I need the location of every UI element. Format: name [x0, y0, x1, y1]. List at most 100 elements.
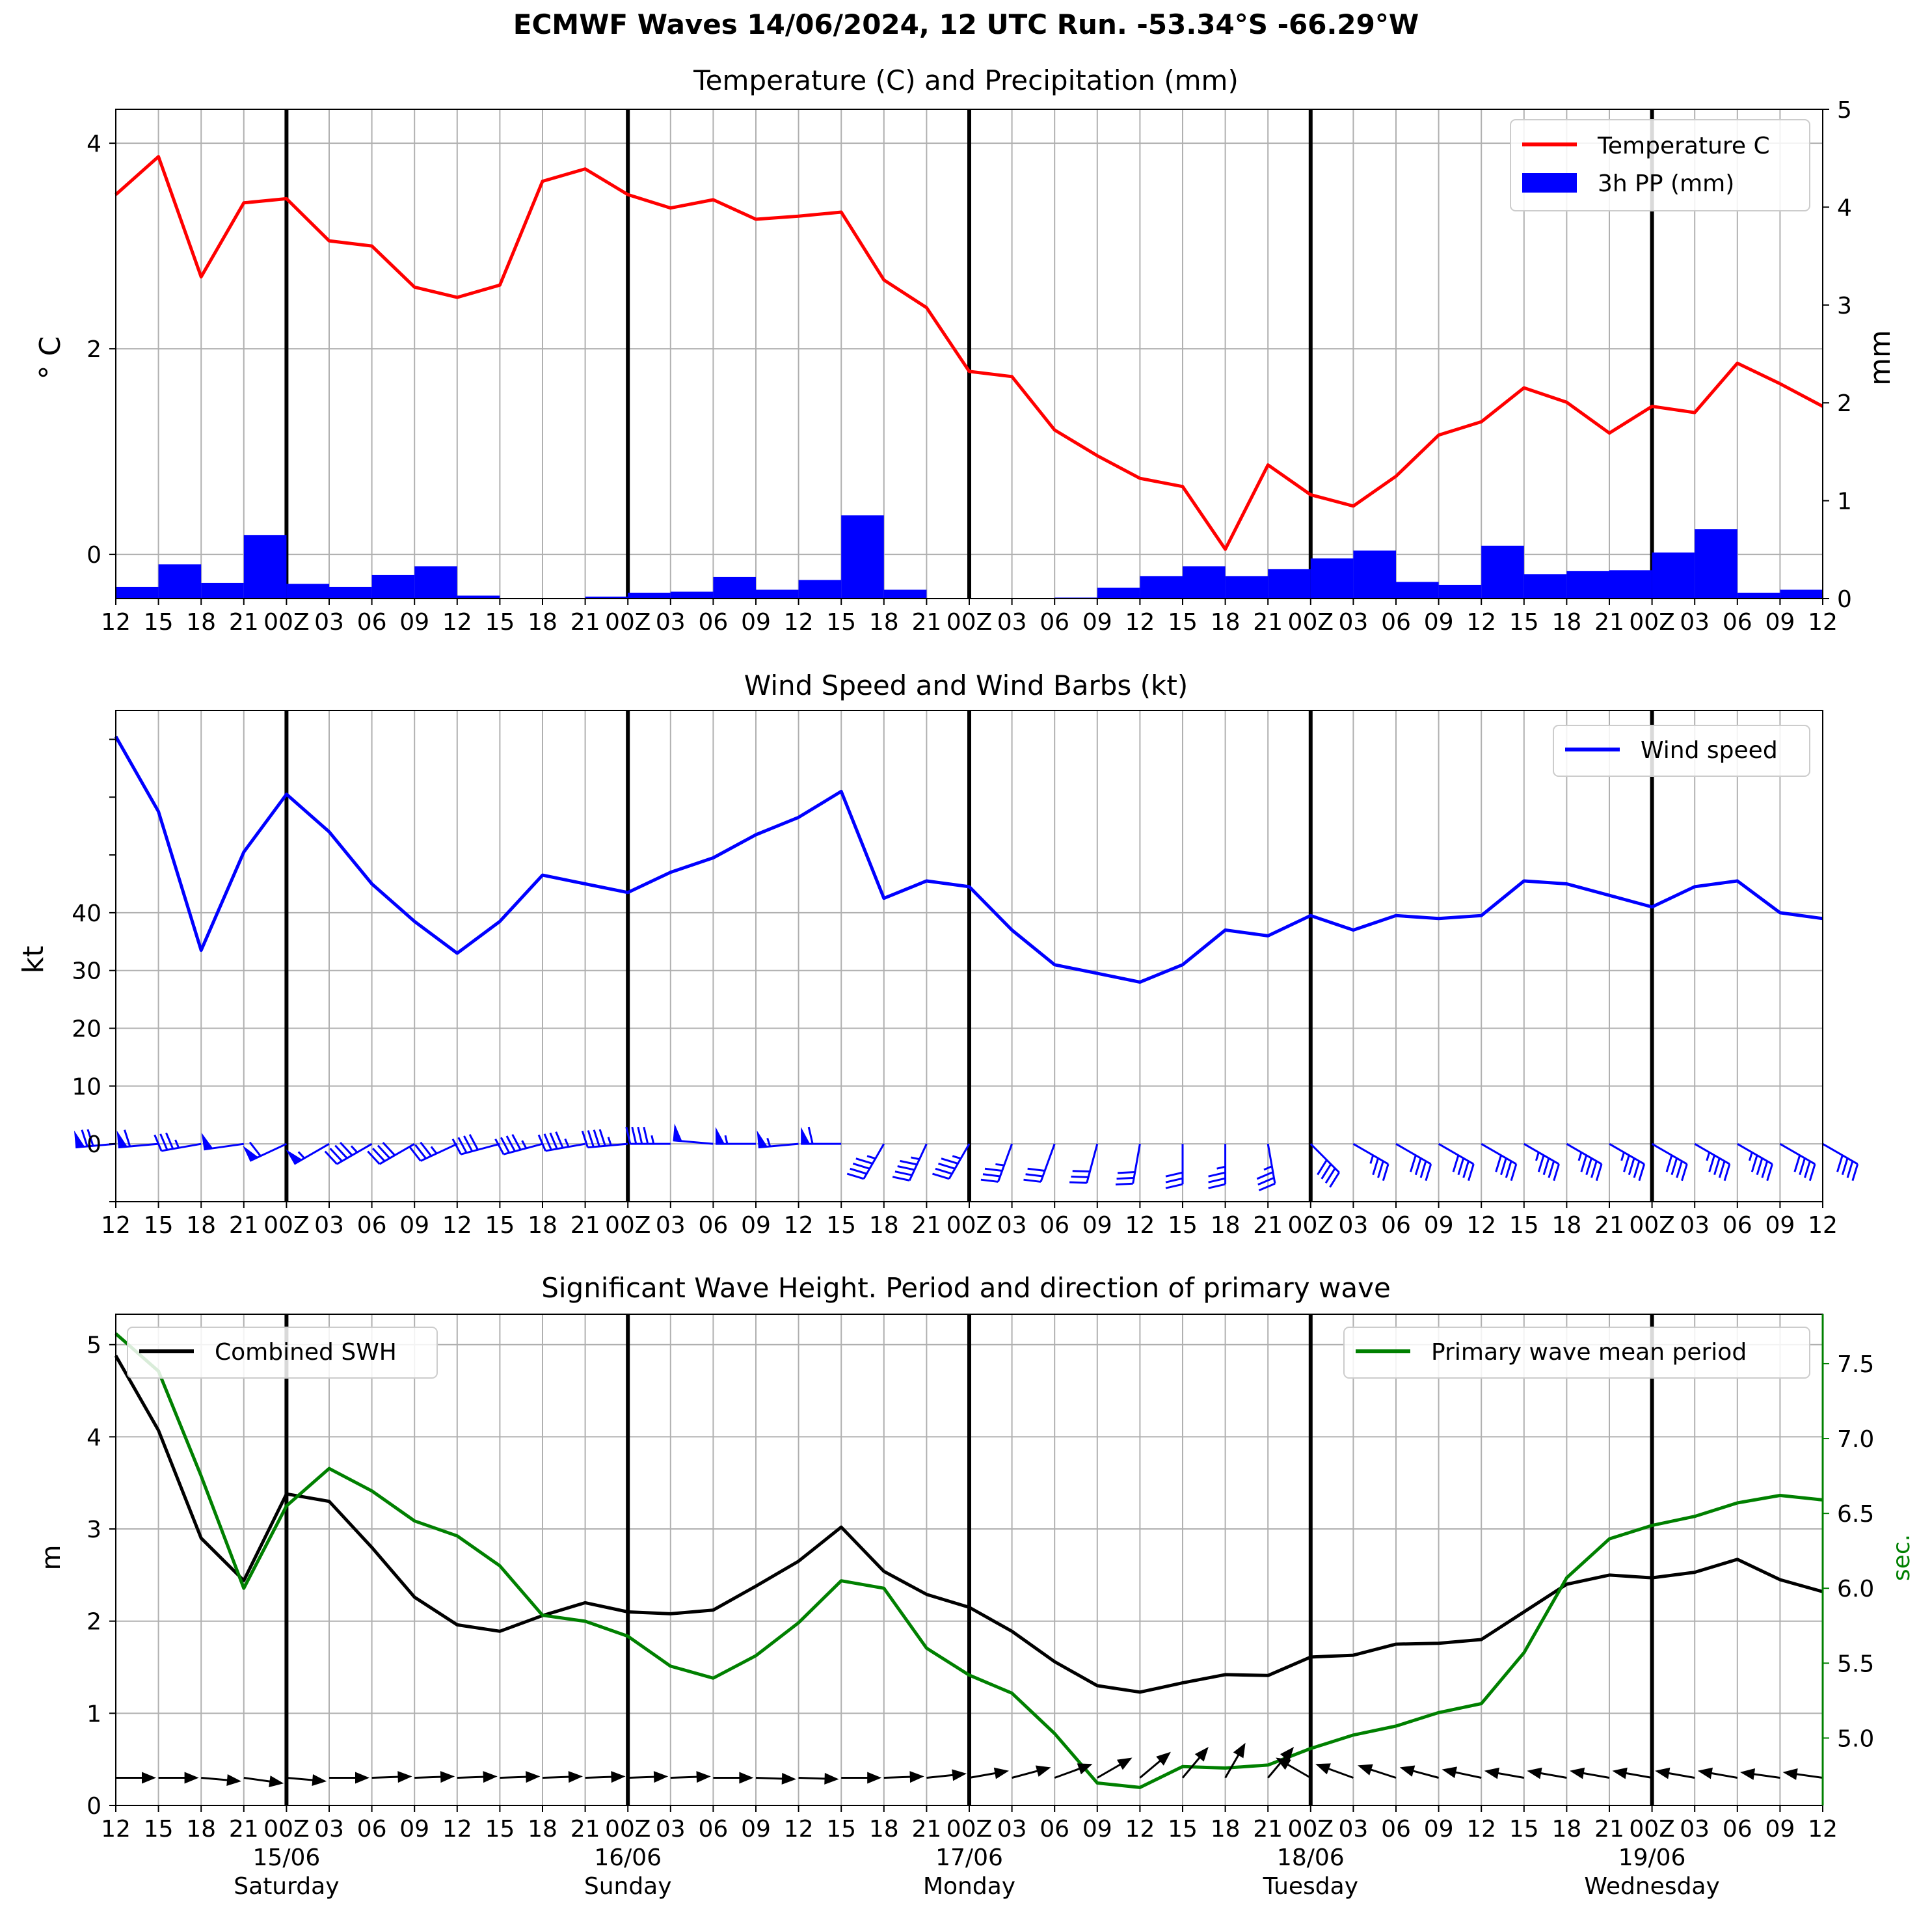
- wave-direction-arrow: [1358, 1764, 1397, 1779]
- legend-precip-label: 3h PP (mm): [1598, 170, 1734, 197]
- wave-direction-arrow: [1012, 1765, 1051, 1779]
- wave-direction-arrow: [1527, 1767, 1567, 1779]
- x-tick-label: 15: [485, 1816, 515, 1843]
- wind-barb-feather: [1766, 1163, 1773, 1182]
- wave-arrow-shaft: [1793, 1772, 1823, 1779]
- precip-bar: [371, 574, 415, 599]
- wind-barb-feather: [1377, 1161, 1384, 1178]
- x-tick-label: 00Z: [605, 609, 651, 636]
- x-tick-label: 21: [911, 1816, 941, 1843]
- x-tick-label: 18: [869, 609, 899, 636]
- y-tick-label-right: 1: [1837, 489, 1852, 515]
- wind-barb-half-feather: [866, 1155, 876, 1160]
- x-tick-label: 06: [1040, 1816, 1069, 1843]
- wave-direction-arrow: [1484, 1767, 1525, 1779]
- wind-barb: [801, 1126, 842, 1145]
- x-tick-label: 03: [656, 1212, 686, 1239]
- x-tick-label: 03: [997, 1816, 1027, 1843]
- wind-barb-shaft: [1523, 1142, 1560, 1165]
- wave-direction-arrow: [1442, 1766, 1482, 1779]
- wind-barb-half-feather: [430, 1146, 438, 1154]
- wind-barb: [494, 1133, 543, 1155]
- wave-direction-arrow: [1054, 1763, 1093, 1779]
- wind-barb-shaft: [997, 1143, 1013, 1182]
- x-tick-label: 15: [1168, 1816, 1198, 1843]
- wind-barb-half-feather: [1535, 1152, 1540, 1161]
- wind-barb-shaft: [420, 1142, 458, 1162]
- wave-arrow-head: [1484, 1767, 1499, 1779]
- wave-arrow-shaft: [798, 1777, 829, 1780]
- wind-barb-feather: [1595, 1163, 1603, 1182]
- wave-arrow-head: [1194, 1747, 1209, 1762]
- precip-bar: [1140, 576, 1183, 599]
- x-tick-label: 15: [144, 609, 174, 636]
- x-tick-label: 09: [1765, 1816, 1795, 1843]
- precip-bar: [798, 580, 842, 599]
- x-tick-label: 03: [1680, 609, 1710, 636]
- wind-barb-feather: [1410, 1155, 1417, 1172]
- wind-barb-feather: [457, 1137, 468, 1154]
- wind-barb-feather: [1072, 1170, 1090, 1173]
- wind-barb: [1566, 1142, 1603, 1182]
- wind-barb-feather: [892, 1176, 910, 1182]
- x-tick-label: 00Z: [946, 1816, 992, 1843]
- wave-arrow-head: [568, 1771, 583, 1783]
- swh-y-ticks: 0 1 2 3 4 5: [87, 1332, 116, 1820]
- wind-barb-feather: [1553, 1163, 1560, 1182]
- x-tick-label: 18: [869, 1212, 899, 1239]
- wind-barb: [1609, 1142, 1646, 1182]
- y-tick-label-right: 6.0: [1837, 1576, 1874, 1602]
- x-tick-label: 21: [1594, 1212, 1624, 1239]
- wind-barb-shaft: [336, 1142, 373, 1165]
- wind-barb: [1395, 1142, 1432, 1182]
- x-tick-label: 12: [101, 609, 131, 636]
- x-tick-label: 18: [1211, 1212, 1241, 1239]
- wind-barb-feather: [1580, 1155, 1588, 1172]
- wind-barb-feather: [846, 1172, 865, 1180]
- wind-barb-feather: [1495, 1155, 1502, 1172]
- wind-barb-shaft: [1566, 1142, 1602, 1165]
- x-tick-label: 09: [1082, 1816, 1112, 1843]
- wave-arrow-head: [867, 1772, 882, 1784]
- wind-barb-feather: [1548, 1161, 1555, 1178]
- wave-direction-arrow: [329, 1772, 369, 1784]
- x-tick-label: 09: [1424, 1212, 1454, 1239]
- wave-arrow-head: [611, 1771, 626, 1783]
- precip-bars: [116, 515, 1823, 599]
- y-tick-label-right: 5.5: [1837, 1651, 1874, 1677]
- wind-barb-feather: [1329, 1172, 1340, 1188]
- wave-direction-arrow: [798, 1772, 839, 1785]
- wind-barb-feather: [463, 1135, 474, 1152]
- x-tick-label: 03: [1680, 1212, 1710, 1239]
- x-tick-label: 03: [314, 1816, 344, 1843]
- wave-arrow-head: [909, 1771, 924, 1783]
- x-tick-label: 21: [1253, 1816, 1283, 1843]
- legend-temperature-label: Temperature C: [1597, 133, 1770, 159]
- x-tick-label: 12: [442, 1212, 472, 1239]
- wave-arrow-head: [952, 1769, 967, 1781]
- wind-barb-feather: [382, 1142, 396, 1156]
- wind-barb-feather: [1452, 1155, 1460, 1172]
- precip-bar: [585, 596, 628, 599]
- wave-panel: Significant Wave Height. Period and dire…: [36, 1272, 1915, 1900]
- wave-arrow-shaft: [542, 1776, 573, 1779]
- precip-bar: [1268, 569, 1311, 599]
- wind-barb-feather: [409, 1146, 422, 1162]
- wind-barb-feather: [1419, 1161, 1427, 1178]
- wind-barb-half-feather: [651, 1135, 655, 1144]
- precip-bar: [1737, 592, 1780, 599]
- wave-arrow-shaft: [755, 1777, 786, 1780]
- y-tick-label-right: 7.0: [1837, 1426, 1874, 1453]
- wind-barb-flag: [116, 1130, 127, 1148]
- swh-legend: Combined SWH: [127, 1327, 438, 1379]
- wind-barb-shaft: [1267, 1143, 1276, 1184]
- x-tick-label: 12: [442, 609, 472, 636]
- x-tick-label: 12: [1125, 1212, 1155, 1239]
- x-tick-label: 06: [1040, 1212, 1069, 1239]
- y-tick-label: 0: [87, 1131, 101, 1158]
- wind-barb-shaft: [908, 1143, 928, 1182]
- wind-barb-feather: [1633, 1161, 1641, 1178]
- wind-barb-feather: [980, 1178, 999, 1183]
- wind-barb-shaft: [1438, 1142, 1475, 1165]
